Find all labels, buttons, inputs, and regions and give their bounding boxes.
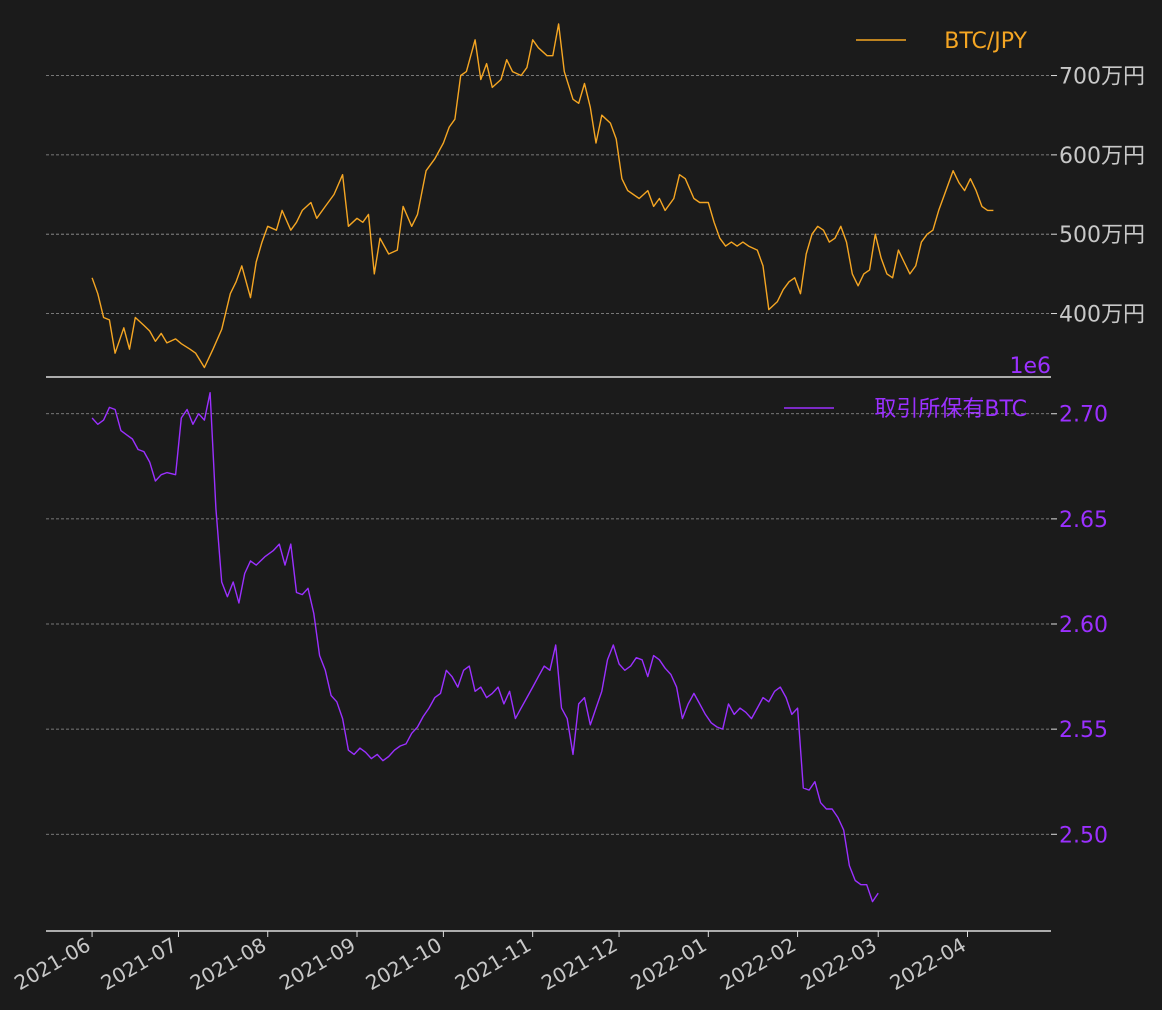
btc-jpy-series-line [91,23,994,369]
x-tick-label: 2022-02 [716,933,800,996]
price-y-tick-label: 400万円 [1059,303,1145,328]
holdings-y-tick-label: 2.65 [1059,508,1108,533]
x-axis-tick-labels: 2021-06 2021-07 2021-08 2021-09 2021-10 2021-… [10,931,970,995]
holdings-y-tick-label: 2.55 [1059,718,1108,743]
holdings-axis-offset-label: 1e6 [1009,354,1051,379]
x-tick-label: 2022-01 [626,933,710,996]
x-tick-label: 2021-08 [186,933,270,996]
x-tick-label: 2021-12 [537,933,621,996]
x-tick-label: 2021-11 [451,933,535,996]
x-tick-label: 2021-07 [97,933,181,996]
holdings-y-tick-labels: 2.50 2.55 2.60 2.65 2.70 [1051,403,1108,848]
exchange-btc-series-line [91,392,879,903]
x-tick-label: 2022-03 [796,933,880,996]
x-tick-label: 2022-04 [886,933,970,996]
holdings-y-tick-label: 2.60 [1059,613,1108,638]
price-gridlines [46,75,1051,314]
holdings-legend-label: 取引所保有BTC [874,397,1027,422]
holdings-y-tick-label: 2.50 [1059,823,1108,848]
holdings-y-tick-label: 2.70 [1059,403,1108,428]
holdings-panel: 2.50 2.55 2.60 2.65 2.70 1e6 取引所保有BTC [46,354,1108,932]
x-tick-label: 2021-09 [275,933,359,996]
x-tick-label: 2021-10 [362,933,446,996]
price-y-tick-label: 500万円 [1059,223,1145,248]
price-y-tick-labels: 400万円 500万円 600万円 700万円 [1051,65,1145,328]
price-legend-label: BTC/JPY [944,29,1027,54]
price-y-tick-label: 700万円 [1059,65,1145,90]
holdings-legend: 取引所保有BTC [784,397,1027,422]
price-y-tick-label: 600万円 [1059,144,1145,169]
holdings-gridlines [46,413,1051,835]
x-tick-label: 2021-06 [10,933,94,996]
price-legend: BTC/JPY [856,29,1028,54]
price-panel: 400万円 500万円 600万円 700万円 BTC/JPY [46,23,1145,378]
